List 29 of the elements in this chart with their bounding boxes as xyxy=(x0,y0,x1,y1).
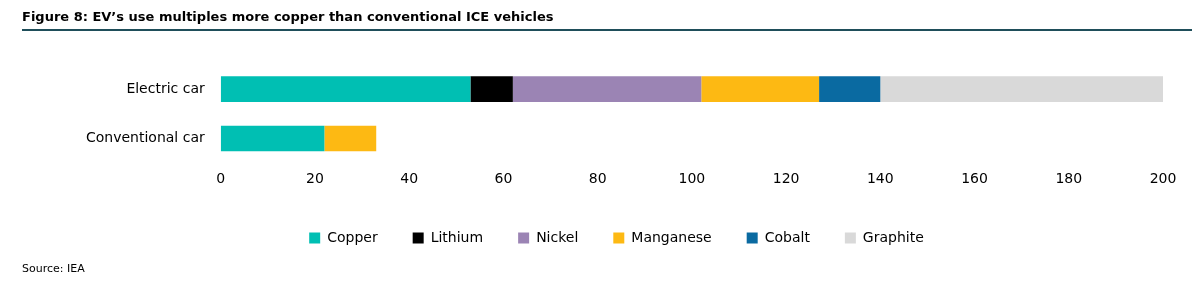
bar xyxy=(220,76,471,102)
x-tick-label: 140 xyxy=(866,170,894,187)
legend-label: Copper xyxy=(327,228,378,245)
legend-label: Lithium xyxy=(430,228,484,245)
x-tick-label: 160 xyxy=(961,170,988,187)
x-tick-label: 0 xyxy=(216,170,226,187)
legend-label: Manganese xyxy=(631,228,712,245)
bar xyxy=(324,125,377,152)
x-tick-label: 180 xyxy=(1055,170,1083,187)
y-tick-label: Electric car xyxy=(126,79,205,96)
bar xyxy=(470,76,513,102)
bar xyxy=(701,76,820,102)
bar xyxy=(220,125,325,152)
legend-label: Graphite xyxy=(862,228,924,245)
legend-label: Cobalt xyxy=(764,228,811,245)
bar xyxy=(819,76,881,102)
bar xyxy=(880,76,1163,102)
x-tick-label: 100 xyxy=(678,170,706,187)
chart-title: Figure 8: EV’s use multiples more copper than conventional ICE vehicles xyxy=(22,9,1192,31)
y-tick-label: Conventional car xyxy=(85,129,205,146)
x-tick-label: 20 xyxy=(306,170,324,187)
legend-label: Nickel xyxy=(536,228,579,245)
x-tick-label: 200 xyxy=(1149,170,1177,187)
source-note: Source: IEA xyxy=(22,262,85,275)
x-tick-label: 80 xyxy=(588,170,607,187)
x-tick-label: 120 xyxy=(772,170,800,187)
x-tick-label: 60 xyxy=(494,170,513,187)
bar xyxy=(512,76,702,102)
x-tick-label: 40 xyxy=(400,170,419,187)
